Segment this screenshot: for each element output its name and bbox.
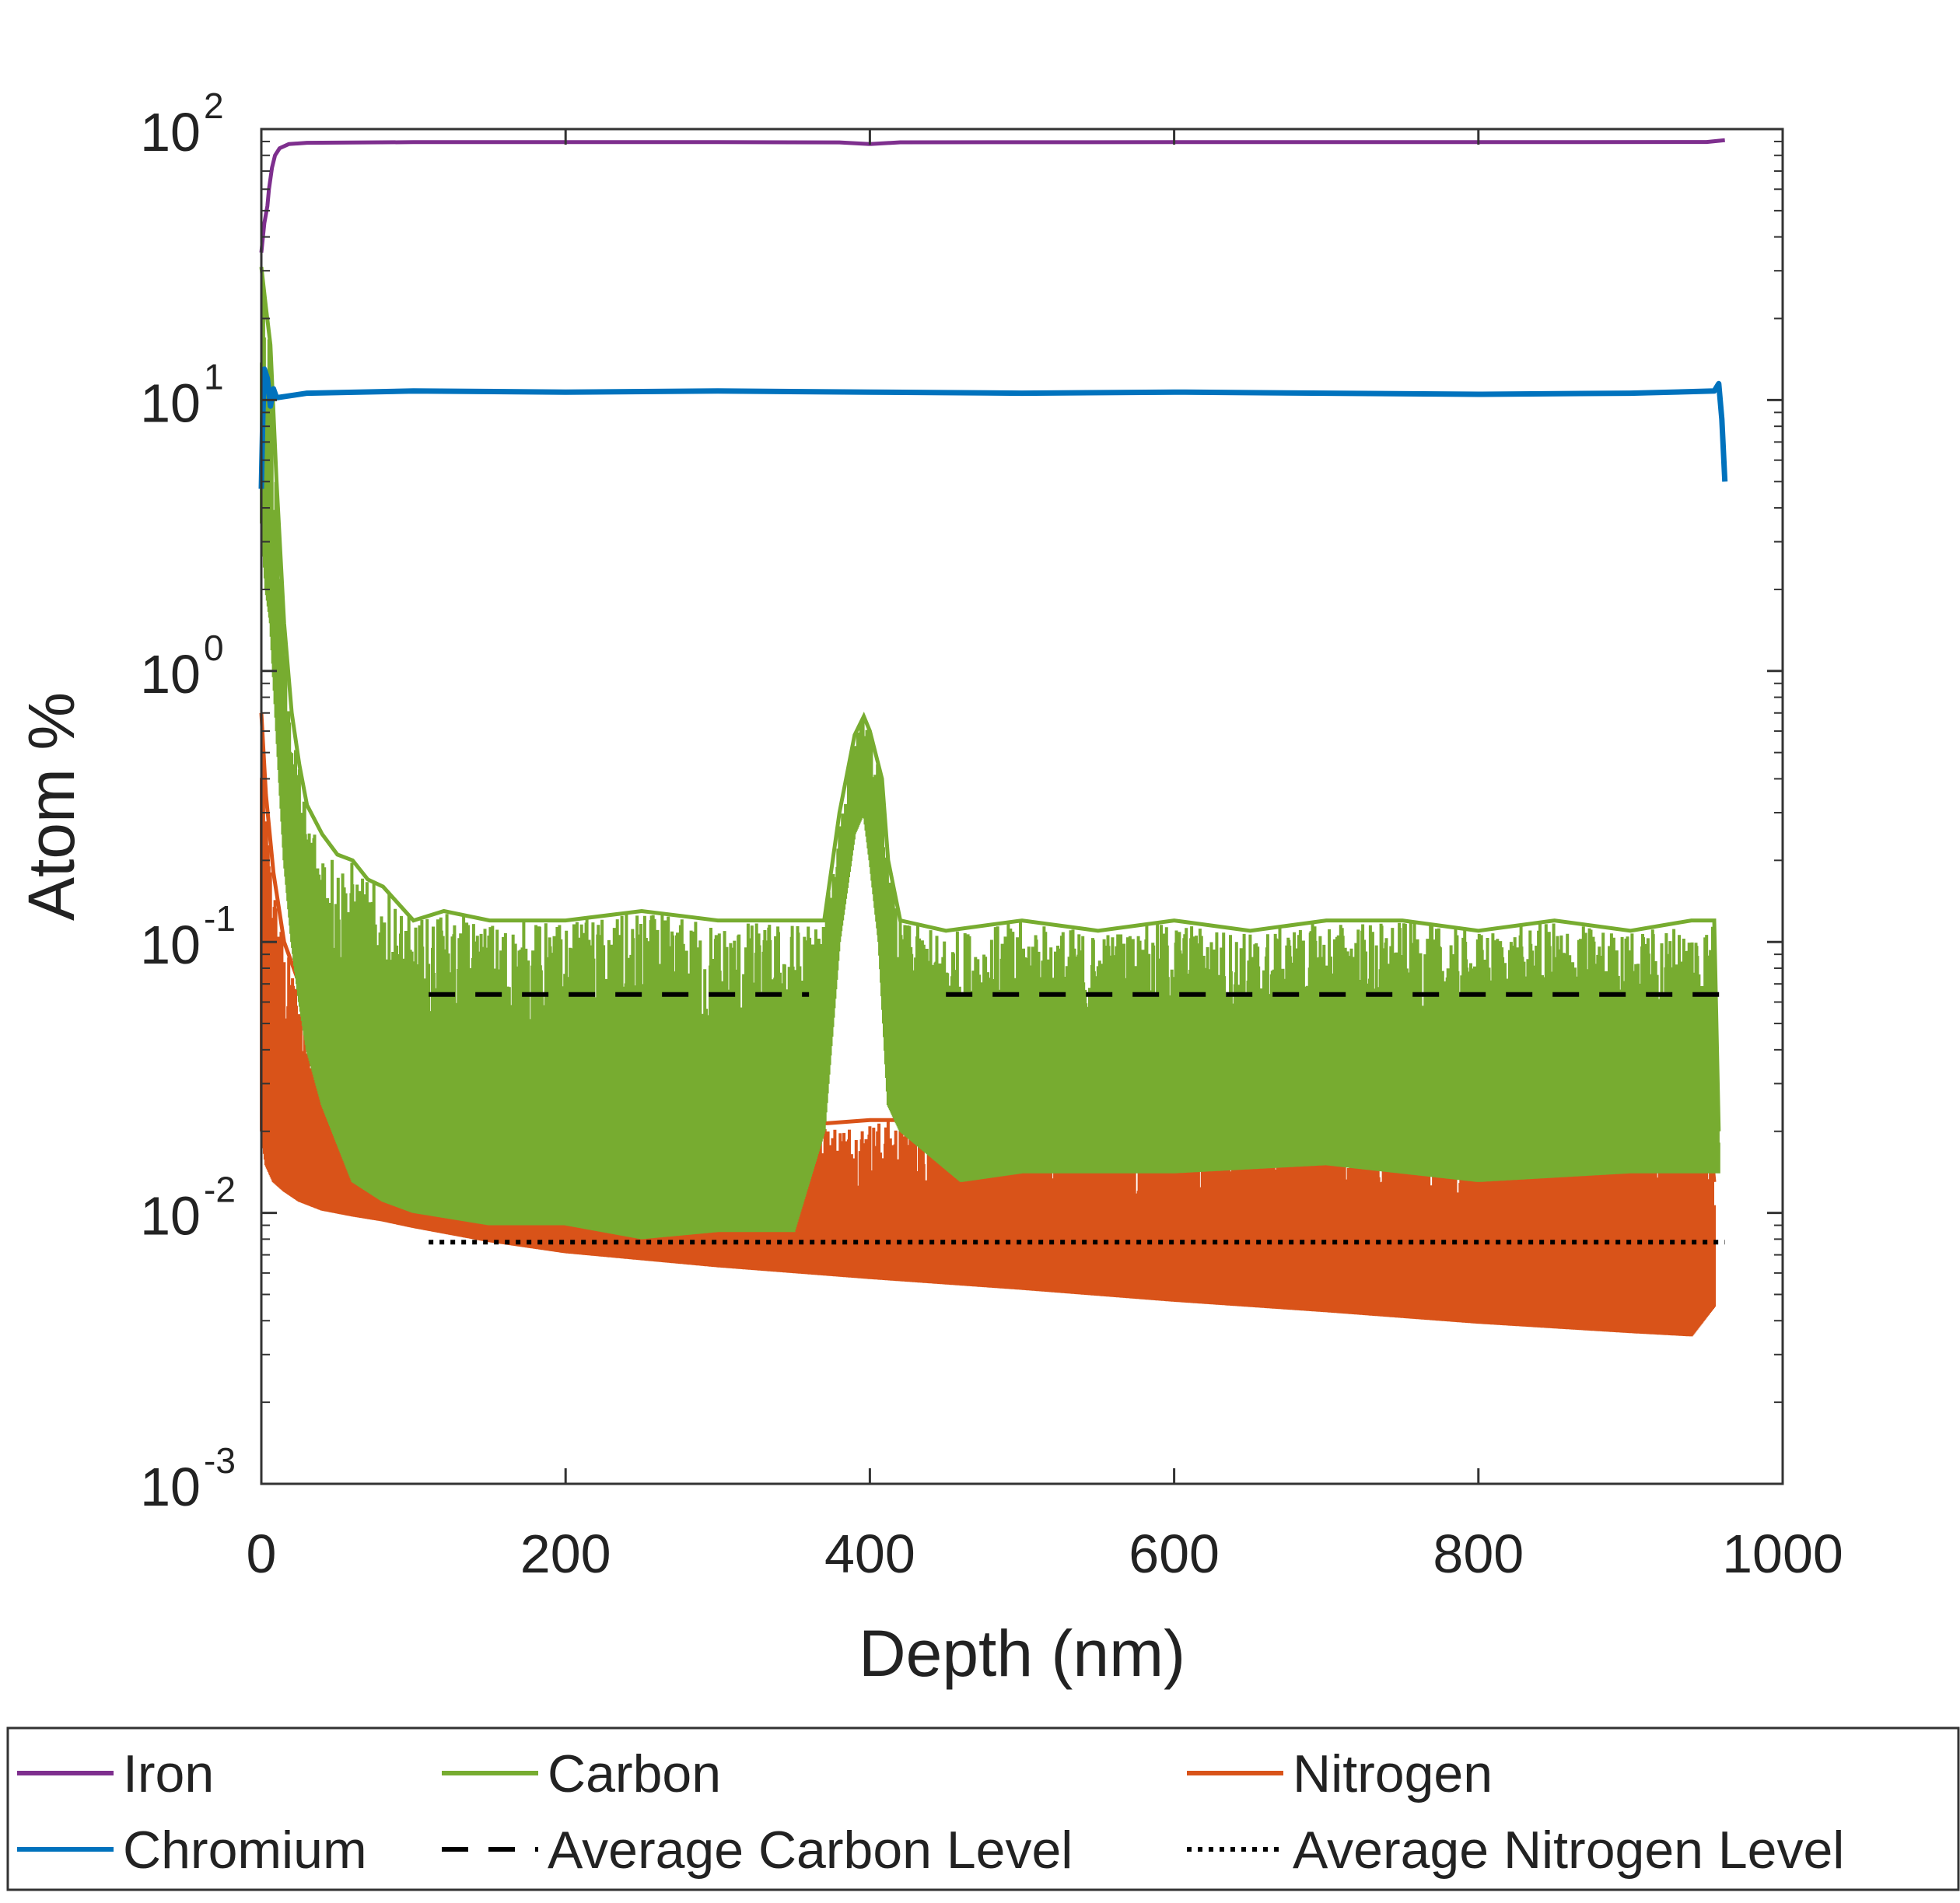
y-tick-label: 10 — [140, 102, 201, 163]
legend-label: Nitrogen — [1293, 1744, 1493, 1803]
legend-label: Average Nitrogen Level — [1293, 1821, 1844, 1880]
x-tick-label: 1000 — [1722, 1523, 1843, 1584]
y-tick-exponent: 0 — [204, 628, 224, 668]
y-tick-label: 10 — [140, 373, 201, 433]
legend-item-average-carbon-level: Average Carbon Level — [442, 1821, 1073, 1880]
y-tick-exponent: -2 — [204, 1170, 236, 1210]
legend-item-average-nitrogen-level: Average Nitrogen Level — [1187, 1821, 1844, 1880]
y-tick-label: 10 — [140, 1186, 201, 1247]
band-layer — [259, 266, 1721, 1337]
legend-label: Carbon — [548, 1744, 721, 1803]
y-tick-label: 10 — [140, 1457, 201, 1517]
legend-item-chromium: Chromium — [17, 1821, 367, 1880]
y-tick-exponent: 2 — [204, 86, 224, 126]
series-layer — [258, 138, 1728, 1245]
x-tick-label: 400 — [824, 1523, 915, 1584]
y-tick-label: 10 — [140, 915, 201, 975]
legend-item-iron: Iron — [17, 1744, 214, 1803]
legend-item-carbon: Carbon — [442, 1744, 721, 1803]
legend-label: Chromium — [123, 1821, 367, 1880]
y-tick-label: 10 — [140, 644, 201, 705]
y-axis-title: Atom % — [15, 692, 88, 921]
legend-label: Iron — [123, 1744, 214, 1803]
x-tick-label: 800 — [1433, 1523, 1524, 1584]
x-tick-label: 600 — [1129, 1523, 1220, 1584]
y-tick-exponent: -3 — [204, 1440, 236, 1481]
series-carbon-envelope — [259, 266, 1721, 1132]
legend-items: Iron Carbon Nitrogen Chromium Average Carbon… — [17, 1744, 1844, 1880]
legend-label: Average Carbon Level — [548, 1821, 1073, 1880]
x-tick-label: 200 — [520, 1523, 611, 1584]
legend-frame — [6, 1726, 1960, 1891]
y-tick-exponent: -1 — [204, 898, 236, 939]
series-carbon-band — [260, 281, 1720, 1240]
axes-frame — [260, 128, 1784, 1485]
legend: Iron Carbon Nitrogen Chromium Average Carbon… — [6, 1726, 1960, 1891]
series-chromium-line — [258, 366, 1728, 489]
ticks-layer — [260, 128, 1784, 1485]
y-tick-exponent: 1 — [204, 356, 224, 397]
series-iron-line — [259, 138, 1725, 254]
x-tick-label: 0 — [247, 1523, 277, 1584]
x-axis-title: Depth (nm) — [859, 1617, 1185, 1690]
legend-item-nitrogen: Nitrogen — [1187, 1744, 1493, 1803]
